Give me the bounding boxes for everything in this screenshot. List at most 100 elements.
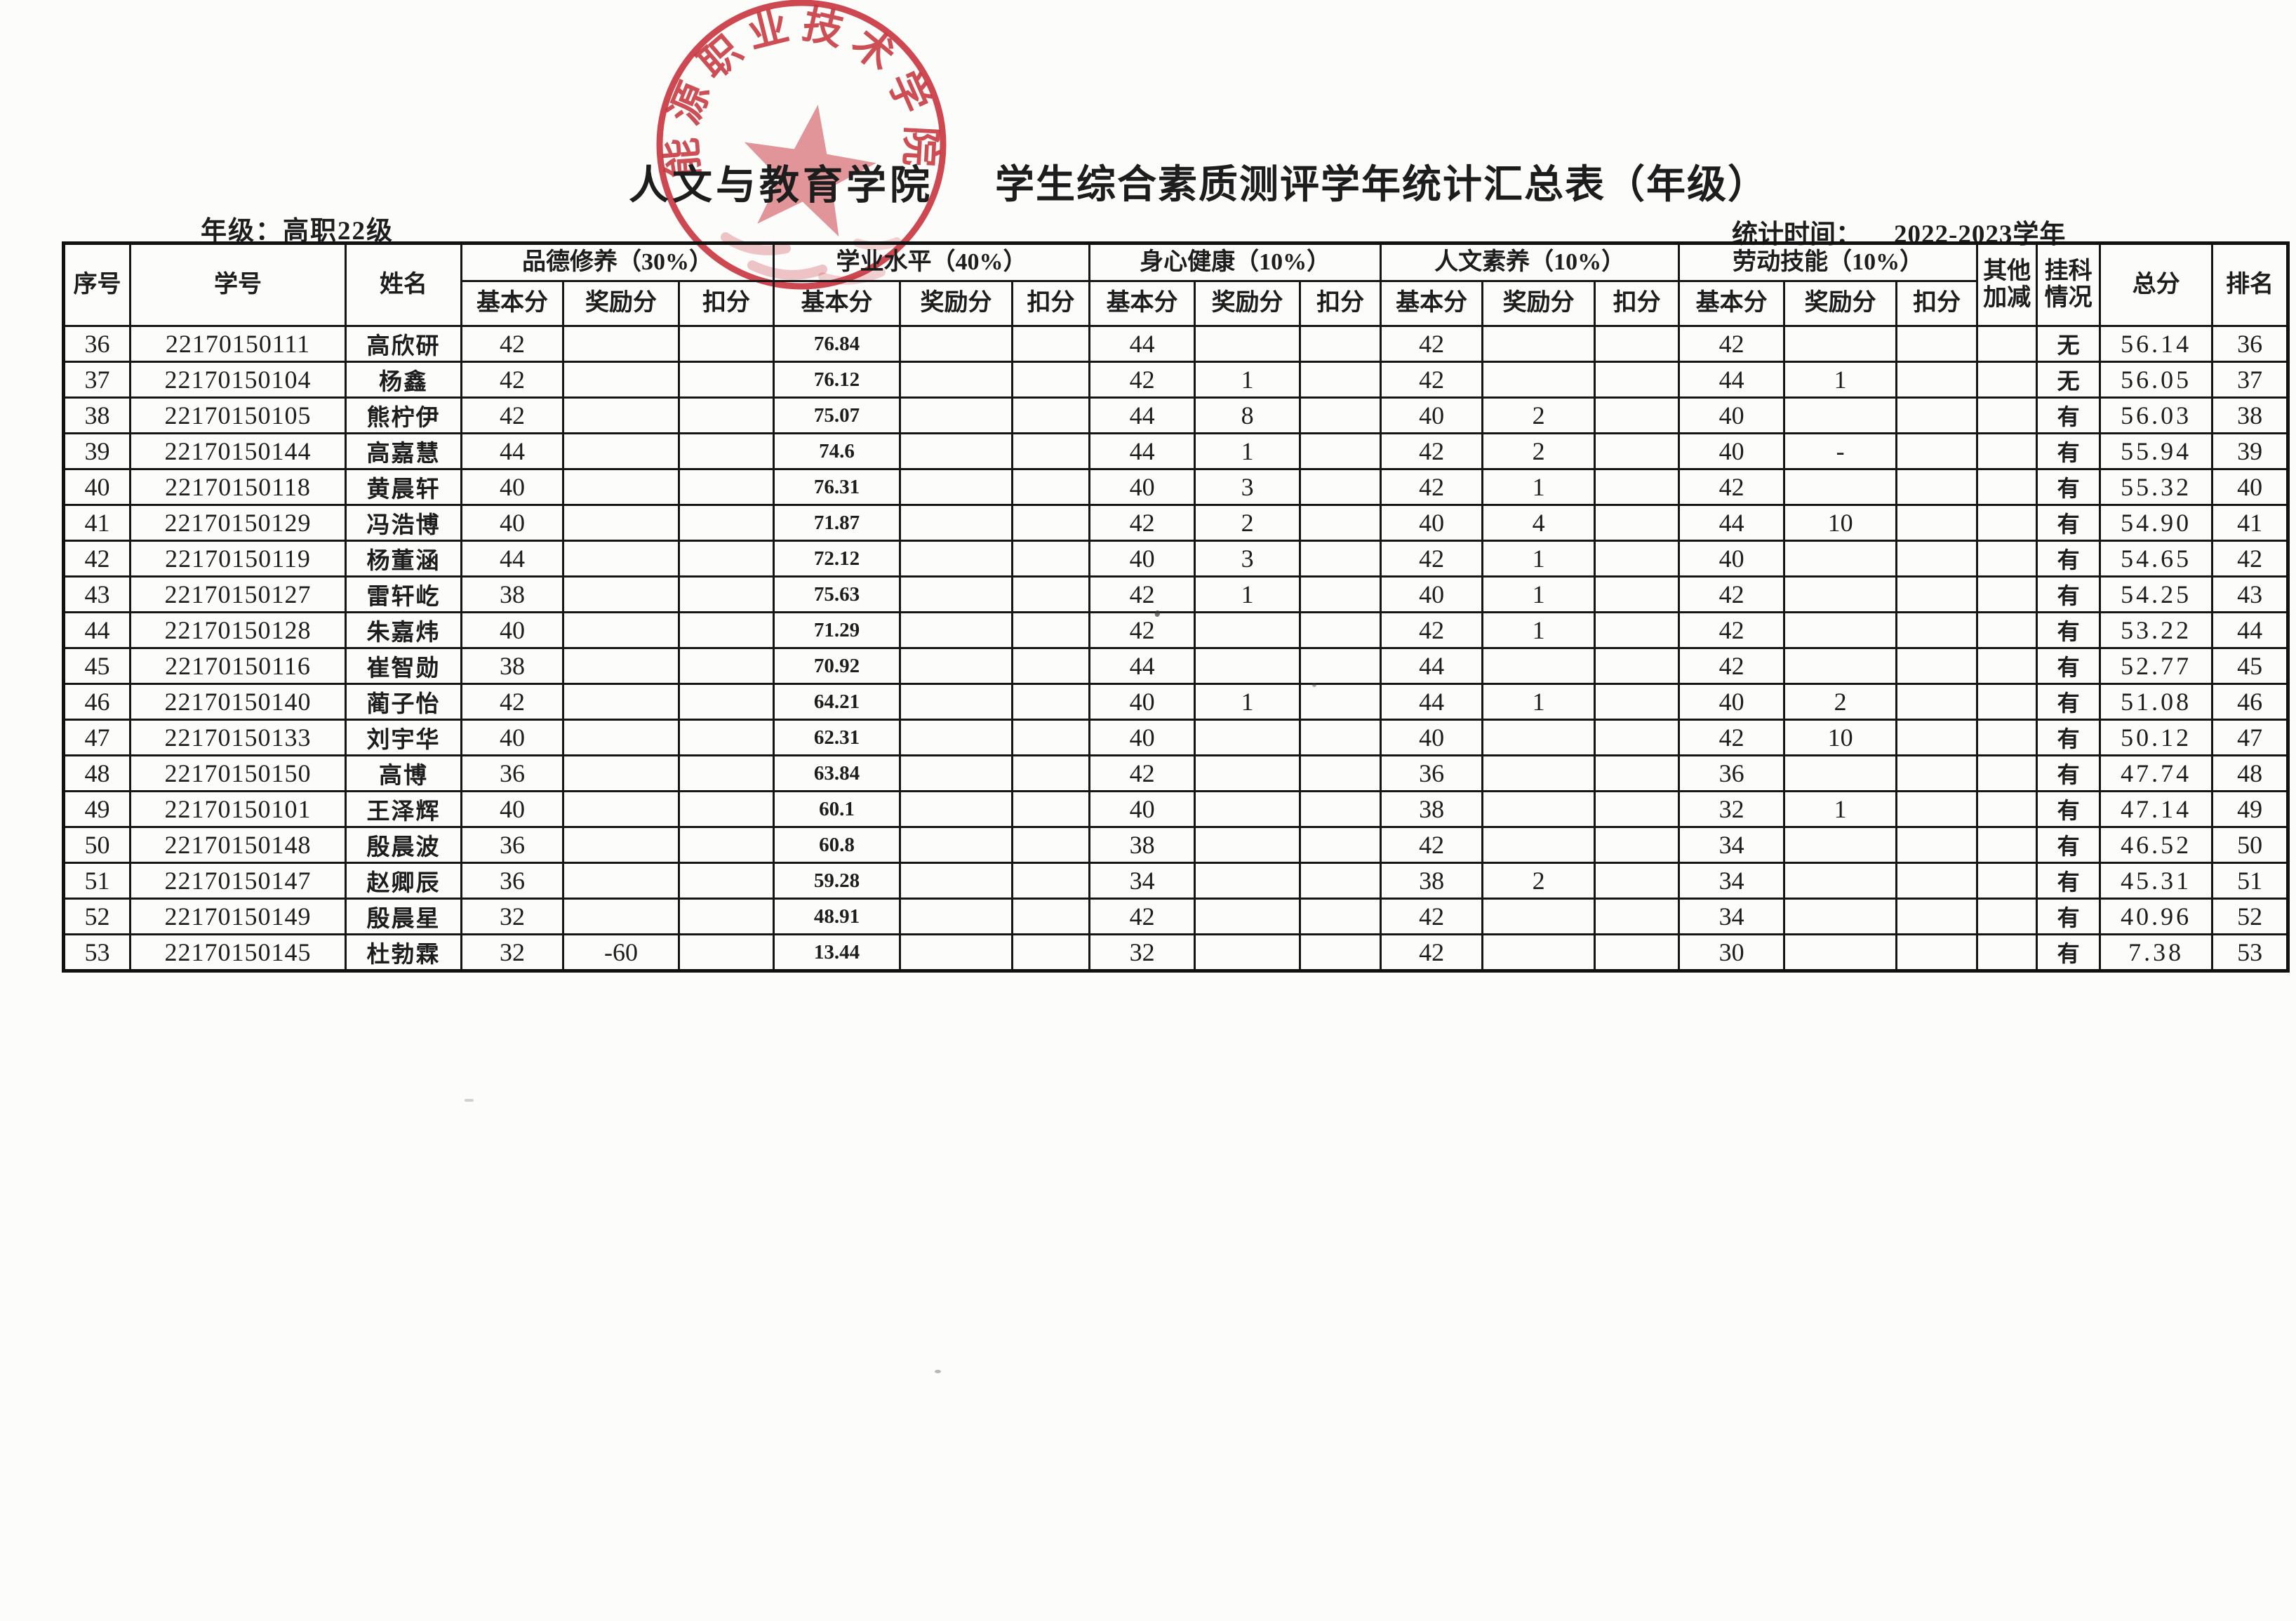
cell-no: 48 bbox=[62, 754, 131, 792]
table-row: 46 22170150140 蔺子怡 42 64.21 40 1 44 1 40 2 有 51.08 46 bbox=[62, 683, 2290, 721]
cell-humanity-bonus: 1 bbox=[1481, 468, 1596, 506]
cell-humanity-base: 40 bbox=[1380, 719, 1484, 756]
table-row: 41 22170150129 冯浩博 40 71.87 42 2 40 4 44 10 有 54.90 4… bbox=[62, 504, 2290, 542]
cell-fail-status: 有 bbox=[2036, 540, 2102, 578]
cell-labor-bonus bbox=[1783, 540, 1898, 578]
cell-humanity-deduct bbox=[1594, 504, 1681, 542]
cell-academic-bonus bbox=[899, 504, 1014, 542]
cell-academic-base: 75.07 bbox=[773, 396, 902, 434]
cell-total: 40.96 bbox=[2099, 898, 2214, 935]
header-moral-deduct: 扣分 bbox=[677, 280, 775, 327]
cell-other-adjust bbox=[1976, 826, 2038, 864]
cell-humanity-deduct bbox=[1594, 862, 1681, 900]
cell-fail-status: 无 bbox=[2036, 325, 2102, 363]
cell-total: 55.94 bbox=[2099, 432, 2214, 470]
score-table: 序号 学号 姓名 品德修养（30%） 学业水平（40%） 身心健康（10%） 人… bbox=[62, 241, 2290, 973]
cell-labor-deduct bbox=[1895, 862, 1979, 900]
cell-health-base: 40 bbox=[1088, 540, 1196, 578]
cell-academic-bonus bbox=[899, 898, 1014, 935]
cell-total: 56.05 bbox=[2099, 361, 2214, 399]
cell-health-deduct bbox=[1299, 933, 1382, 972]
cell-moral-base: 40 bbox=[460, 611, 564, 649]
cell-moral-bonus bbox=[562, 325, 680, 363]
table-row: 42 22170150119 杨董涵 44 72.12 40 3 42 1 40 有 54.65 42 bbox=[62, 540, 2290, 578]
cell-total: 52.77 bbox=[2099, 647, 2214, 685]
cell-rank: 38 bbox=[2211, 396, 2290, 434]
cell-labor-base: 42 bbox=[1678, 719, 1786, 756]
grade-label: 年级：高职22级 bbox=[201, 217, 394, 246]
cell-health-bonus bbox=[1194, 611, 1302, 649]
cell-academic-deduct bbox=[1011, 683, 1091, 721]
cell-academic-bonus bbox=[899, 540, 1014, 578]
cell-humanity-deduct bbox=[1594, 683, 1681, 721]
header-health-deduct: 扣分 bbox=[1299, 280, 1382, 327]
cell-no: 42 bbox=[62, 540, 131, 578]
cell-academic-bonus bbox=[899, 826, 1014, 864]
cell-humanity-bonus bbox=[1481, 754, 1596, 792]
cell-moral-base: 40 bbox=[460, 504, 564, 542]
cell-rank: 44 bbox=[2211, 611, 2290, 649]
cell-fail-status: 有 bbox=[2036, 933, 2102, 972]
cell-moral-base: 38 bbox=[460, 575, 564, 613]
cell-health-bonus bbox=[1194, 719, 1302, 756]
cell-name: 殷晨波 bbox=[345, 826, 462, 864]
cell-moral-bonus: -60 bbox=[562, 933, 680, 972]
cell-total: 47.14 bbox=[2099, 790, 2214, 828]
cell-health-deduct bbox=[1299, 468, 1382, 506]
cell-moral-bonus bbox=[562, 826, 680, 864]
cell-rank: 41 bbox=[2211, 504, 2290, 542]
cell-humanity-bonus bbox=[1481, 898, 1596, 935]
cell-labor-bonus: 1 bbox=[1783, 361, 1898, 399]
header-name: 姓名 bbox=[345, 242, 462, 327]
cell-humanity-deduct bbox=[1594, 468, 1681, 506]
cell-moral-base: 42 bbox=[460, 396, 564, 434]
cell-student-id: 22170150147 bbox=[129, 862, 347, 900]
cell-academic-bonus bbox=[899, 933, 1014, 972]
cell-moral-bonus bbox=[562, 432, 680, 470]
cell-no: 37 bbox=[62, 361, 131, 399]
cell-humanity-base: 42 bbox=[1380, 468, 1484, 506]
cell-health-base: 40 bbox=[1088, 468, 1196, 506]
cell-health-base: 40 bbox=[1088, 683, 1196, 721]
cell-other-adjust bbox=[1976, 325, 2038, 363]
cell-no: 49 bbox=[62, 790, 131, 828]
cell-health-base: 42 bbox=[1088, 898, 1196, 935]
cell-labor-bonus bbox=[1783, 468, 1898, 506]
cell-health-deduct bbox=[1299, 325, 1382, 363]
header-moral-bonus: 奖励分 bbox=[562, 280, 680, 327]
cell-moral-base: 44 bbox=[460, 432, 564, 470]
scan-speck bbox=[465, 1099, 474, 1102]
cell-moral-deduct bbox=[677, 432, 775, 470]
cell-no: 50 bbox=[62, 826, 131, 864]
cell-other-adjust bbox=[1976, 898, 2038, 935]
cell-academic-deduct bbox=[1011, 504, 1091, 542]
cell-labor-base: 40 bbox=[1678, 396, 1786, 434]
cell-student-id: 22170150118 bbox=[129, 468, 347, 506]
cell-humanity-bonus bbox=[1481, 647, 1596, 685]
cell-humanity-bonus: 1 bbox=[1481, 575, 1596, 613]
cell-no: 52 bbox=[62, 898, 131, 935]
cell-rank: 46 bbox=[2211, 683, 2290, 721]
cell-name: 刘宇华 bbox=[345, 719, 462, 756]
cell-humanity-bonus bbox=[1481, 325, 1596, 363]
cell-humanity-deduct bbox=[1594, 647, 1681, 685]
cell-academic-deduct bbox=[1011, 647, 1091, 685]
cell-health-base: 42 bbox=[1088, 361, 1196, 399]
header-index: 序号 bbox=[62, 242, 131, 327]
cell-humanity-deduct bbox=[1594, 826, 1681, 864]
cell-health-base: 38 bbox=[1088, 826, 1196, 864]
cell-humanity-deduct bbox=[1594, 396, 1681, 434]
cell-moral-bonus bbox=[562, 396, 680, 434]
cell-student-id: 22170150104 bbox=[129, 361, 347, 399]
cell-health-bonus bbox=[1194, 898, 1302, 935]
cell-rank: 49 bbox=[2211, 790, 2290, 828]
header-academic-deduct: 扣分 bbox=[1011, 280, 1091, 327]
cell-health-bonus: 1 bbox=[1194, 683, 1302, 721]
cell-labor-base: 42 bbox=[1678, 647, 1786, 685]
cell-no: 45 bbox=[62, 647, 131, 685]
table-row: 44 22170150128 朱嘉炜 40 71.29 42 42 1 42 有 53.22 44 bbox=[62, 611, 2290, 649]
cell-moral-deduct bbox=[677, 504, 775, 542]
table-row: 51 22170150147 赵卿辰 36 59.28 34 38 2 34 有 45.31 51 bbox=[62, 862, 2290, 900]
cell-labor-deduct bbox=[1895, 647, 1979, 685]
header-health-bonus: 奖励分 bbox=[1194, 280, 1302, 327]
